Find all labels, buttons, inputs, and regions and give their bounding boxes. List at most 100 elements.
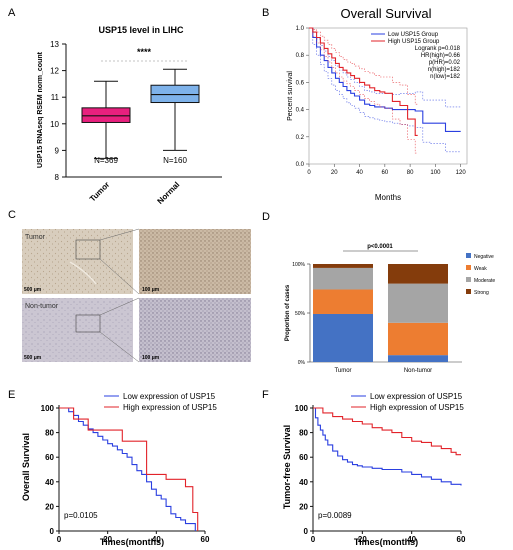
panel-e-legend-low: Low expression of USP15 (123, 392, 216, 401)
panel-d-legend-label: Weak (474, 266, 487, 272)
panel-b-ytick-label: 0.0 (296, 162, 305, 168)
panel-d-ytick-label: 50% (295, 311, 306, 317)
panel-f-xlabel: Times(months) (354, 537, 418, 547)
panel-a-significance: **** (137, 47, 152, 57)
panel-f-pvalue: p=0.0089 (318, 511, 352, 520)
panel-e-xlabel: Times(months) (100, 537, 164, 547)
panel-e-ylabel: Overall Survival (21, 433, 31, 501)
panel-e-ytick-label: 100 (41, 404, 55, 413)
panel-f-ytick-label: 100 (295, 404, 309, 413)
panel-d-bar-moderate-nontumor (388, 283, 448, 323)
panel-b-ci-upper-low (309, 27, 461, 108)
panel-e-ytick-label: 40 (45, 478, 54, 487)
panel-d-xtick-nontumor: Non-tumor (404, 368, 432, 374)
panel-b-stat-logrank: Logrank p=0.018 (415, 46, 461, 52)
panel-b-xtick-label: 80 (407, 170, 414, 176)
panel-d-pvalue: p<0.0001 (367, 244, 393, 250)
panel-b-curve-low (309, 27, 461, 132)
panel-c-tumor-scale-100: 100 μm (142, 287, 160, 293)
panel-c-tumor-zoom-line-top (99, 228, 140, 241)
panel-c-tumor-vessel (69, 261, 97, 285)
panel-d-legend-swatch-weak (466, 265, 471, 270)
panel-b-ylabel: Percent survival (287, 71, 294, 121)
panel-a-boxplot: USP15 level in LIHC USP15 RNAseq RSEM no… (37, 25, 222, 206)
panel-d-ytick-label: 100% (292, 262, 305, 268)
panel-b-legend-low: Low USP15 Group (388, 32, 439, 38)
panel-f-legend-high: High expression of USP15 (370, 403, 464, 412)
panel-e-curve-high (59, 407, 199, 531)
panel-b-xlabel: Months (375, 193, 401, 202)
panel-e-km-plot: Overall Survival Times(months) 0 20 40 60 0 2… (21, 392, 217, 547)
panel-d-ytick-label: 0% (298, 360, 306, 366)
panel-a-box-tumor (81, 107, 131, 123)
panel-e-ytick-label: 80 (45, 429, 54, 438)
panel-f-xtick-label: 60 (457, 535, 466, 544)
panel-d-legend-swatch-strong (466, 289, 471, 294)
panel-b-stat-nlow: n(low)=182 (430, 74, 461, 80)
panel-a-xtick-tumor: Tumor (88, 180, 112, 204)
panel-c-nontumor-roi (75, 314, 101, 333)
panel-b-xtick-label: 20 (331, 170, 338, 176)
panel-letter-f: F (262, 389, 269, 401)
panel-d-legend-swatch-moderate (466, 277, 471, 282)
panel-c-ihc-images: Tumor 500 μm 100 μm Non-tumor 500 μm 100… (22, 228, 251, 363)
panel-e-pvalue: p=0.0105 (64, 511, 98, 520)
panel-e-xtick-label: 40 (152, 535, 161, 544)
panel-b-plot-frame (308, 27, 468, 165)
panel-b-xtick-label: 120 (456, 170, 467, 176)
panel-a-title: USP15 level in LIHC (98, 25, 184, 35)
panel-e-curve-low (59, 407, 196, 531)
panel-a-n-tumor: N=369 (94, 156, 118, 165)
panel-d-bar-weak-nontumor (388, 322, 448, 356)
panel-e-xtick-label: 0 (57, 535, 62, 544)
panel-d-bar-negative-tumor (313, 313, 373, 362)
panel-e-legend-high: High expression of USP15 (123, 403, 217, 412)
panel-f-curve-high (313, 407, 461, 456)
panel-a-xtick-normal: Normal (156, 180, 182, 206)
panel-f-ytick-label: 60 (299, 453, 308, 462)
panel-d-legend-label: Negative (474, 254, 494, 260)
panel-b-xtick-label: 40 (356, 170, 363, 176)
panel-f-xtick-label: 0 (311, 535, 316, 544)
panel-b-km-plot: Overall Survival Percent survival Months… (287, 6, 468, 202)
panel-b-ytick-label: 1.0 (296, 26, 305, 32)
panel-b-xtick-label: 100 (430, 170, 441, 176)
panel-c-tumor-scale-500: 500 μm (24, 287, 42, 293)
panel-d-legend-label: Strong (474, 290, 489, 296)
panel-f-xtick-label: 20 (358, 535, 367, 544)
panel-c-nontumor-scale-100: 100 μm (142, 355, 160, 361)
panel-f-curve-low (313, 407, 462, 486)
panel-a-ylabel: USP15 RNAseq RSEM norm_count (37, 51, 44, 168)
panel-a-ytick-label: 9 (55, 146, 60, 155)
panel-b-ytick-label: 0.6 (296, 80, 305, 86)
panel-b-ci-upper-high (309, 27, 418, 105)
panel-f-ytick-label: 40 (299, 478, 308, 487)
panel-b-ytick-label: 0.4 (296, 108, 305, 114)
panel-b-title: Overall Survival (340, 6, 431, 21)
panel-d-bar-weak-tumor (313, 289, 373, 314)
panel-c-tumor-label: Tumor (25, 234, 46, 241)
panel-a-ytick-label: 11 (51, 93, 60, 102)
panel-c-tumor-roi (75, 239, 101, 260)
panel-d-stacked-bar: Proportion of cases 0% 50% 100% p<0.0001 N… (285, 244, 495, 374)
panel-f-ylabel: Tumor-free Survival (282, 425, 292, 509)
panel-b-legend-high: High USP15 Group (388, 39, 440, 45)
panel-b-ci-lower-high (309, 27, 418, 154)
panel-c-tumor-high-mag (139, 229, 251, 294)
panel-e-ytick-label: 20 (45, 502, 54, 511)
panel-b-stat-phr: p(HR)=0.02 (429, 60, 461, 66)
panel-f-ytick-label: 80 (299, 429, 308, 438)
panel-c-nontumor-scale-500: 500 μm (24, 355, 42, 361)
panel-c-tumor-zoom-line-bottom (99, 258, 140, 295)
panel-e-xtick-label: 60 (201, 535, 210, 544)
panel-f-ytick-label: 0 (304, 527, 309, 536)
panel-c-nontumor-zoom-line-top (99, 297, 140, 316)
panel-d-xtick-tumor: Tumor (334, 368, 351, 374)
panel-d-ylabel: Proportion of cases (285, 284, 291, 341)
panel-a-n-normal: N=160 (163, 156, 187, 165)
panel-b-ytick-label: 0.2 (296, 135, 305, 141)
panel-a-ytick-label: 12 (50, 67, 59, 76)
panel-letter-e: E (8, 389, 15, 401)
panel-a-box-normal (150, 84, 200, 104)
